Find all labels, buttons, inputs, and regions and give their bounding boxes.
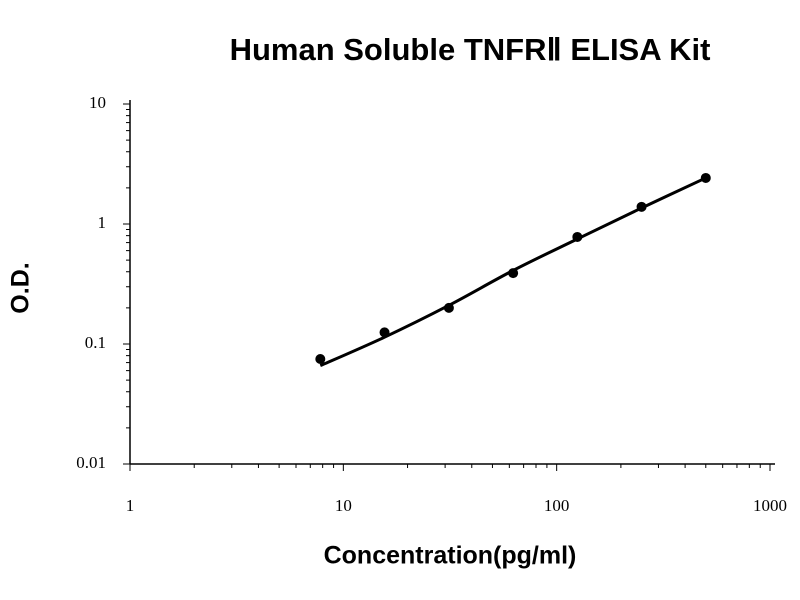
x-tick-label: 10: [335, 496, 352, 515]
y-tick-label: 1: [98, 213, 107, 232]
x-tick-label: 1: [126, 496, 135, 515]
y-axis-label: O.D.: [7, 262, 35, 313]
data-point: [443, 302, 454, 313]
y-tick-label: 0.1: [85, 333, 106, 352]
data-point: [508, 268, 519, 279]
x-tick-label: 1000: [753, 496, 787, 515]
data-point: [636, 201, 647, 212]
data-point: [315, 353, 326, 364]
chart-title: Human Soluble TNFRⅡ ELISA Kit: [230, 32, 711, 67]
data-point: [700, 172, 711, 183]
x-tick-label: 100: [544, 496, 570, 515]
y-tick-label: 0.01: [76, 453, 106, 472]
y-tick-label: 10: [89, 93, 106, 112]
x-axis-label: Concentration(pg/ml): [324, 542, 577, 570]
data-point: [572, 231, 583, 242]
data-point: [379, 327, 390, 338]
